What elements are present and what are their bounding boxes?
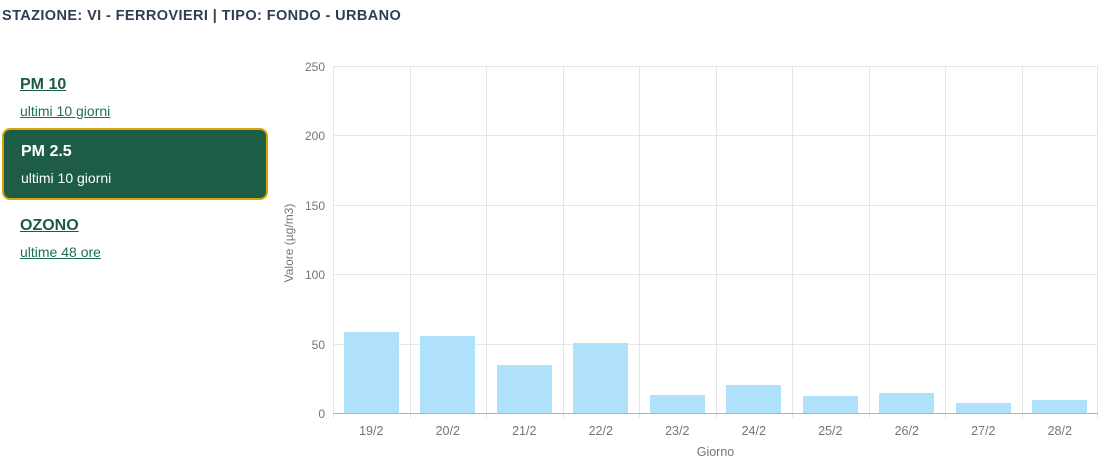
sidebar-item-pm10[interactable]: PM 10 ultimi 10 giorni <box>20 76 110 119</box>
v-gridline <box>1097 67 1098 418</box>
v-gridline <box>409 67 411 418</box>
v-gridline <box>945 67 946 418</box>
x-tick-label: 25/2 <box>818 424 843 438</box>
v-gridline <box>1021 67 1023 418</box>
bar-20-2[interactable] <box>420 336 476 414</box>
v-gridline <box>639 67 640 418</box>
y-tick-label: 200 <box>304 129 325 144</box>
ozono-period-link[interactable]: ultime 48 ore <box>20 244 101 260</box>
page-title: STAZIONE: VI - FERROVIERI | TIPO: FONDO … <box>2 8 402 24</box>
sidebar-item-ozono[interactable]: OZONO ultime 48 ore <box>20 217 101 260</box>
y-axis-labels: 0 50 100 150 200 250 <box>283 60 325 421</box>
x-tick-label: 27/2 <box>971 424 996 438</box>
pm10-link[interactable]: PM 10 <box>20 76 67 93</box>
sidebar-item-pm25-selected[interactable]: PM 2.5 ultimi 10 giorni <box>2 128 268 200</box>
pm10-period-link[interactable]: ultimi 10 giorni <box>20 103 111 119</box>
plot-area <box>333 66 1098 418</box>
bar-27-2[interactable] <box>955 402 1011 414</box>
pm25-period-label: ultimi 10 giorni <box>21 170 112 186</box>
x-axis-title: Giorno <box>696 445 735 459</box>
bar-21-2[interactable] <box>496 365 552 414</box>
h-gridline <box>333 66 1098 67</box>
y-tick-label: 0 <box>318 407 325 421</box>
y-tick-label: 100 <box>304 268 325 283</box>
v-gridline <box>715 67 717 418</box>
bar-19-2[interactable] <box>343 332 399 414</box>
x-tick-label: 19/2 <box>359 424 384 438</box>
ozono-link[interactable]: OZONO <box>20 217 79 234</box>
bar-28-2[interactable] <box>1032 400 1088 414</box>
x-tick-label: 28/2 <box>1047 424 1072 438</box>
x-tick-label: 24/2 <box>741 424 766 438</box>
bar-25-2[interactable] <box>802 395 858 414</box>
y-tick-label: 150 <box>304 198 325 213</box>
bar-22-2[interactable] <box>573 343 629 414</box>
v-gridline <box>562 67 564 418</box>
v-gridline <box>868 67 870 418</box>
pm25-label: PM 2.5 <box>21 143 72 160</box>
x-tick-label: 22/2 <box>588 424 613 438</box>
x-tick-label: 26/2 <box>894 424 919 438</box>
x-tick-label: 20/2 <box>435 424 460 438</box>
x-axis-labels: 19/2 20/2 21/2 22/2 23/2 24/2 25/2 26/2 27/2 28/2 <box>333 424 1098 440</box>
v-gridline <box>486 67 487 418</box>
y-tick-label: 250 <box>304 60 325 74</box>
v-gridline <box>333 67 334 418</box>
x-tick-label: 21/2 <box>512 424 537 438</box>
bar-23-2[interactable] <box>649 394 705 414</box>
y-tick-label: 50 <box>311 337 325 352</box>
x-tick-label: 23/2 <box>665 424 690 438</box>
bar-26-2[interactable] <box>879 393 935 414</box>
v-gridline <box>792 67 793 418</box>
bar-24-2[interactable] <box>726 384 782 414</box>
x-axis-line <box>333 413 1098 414</box>
